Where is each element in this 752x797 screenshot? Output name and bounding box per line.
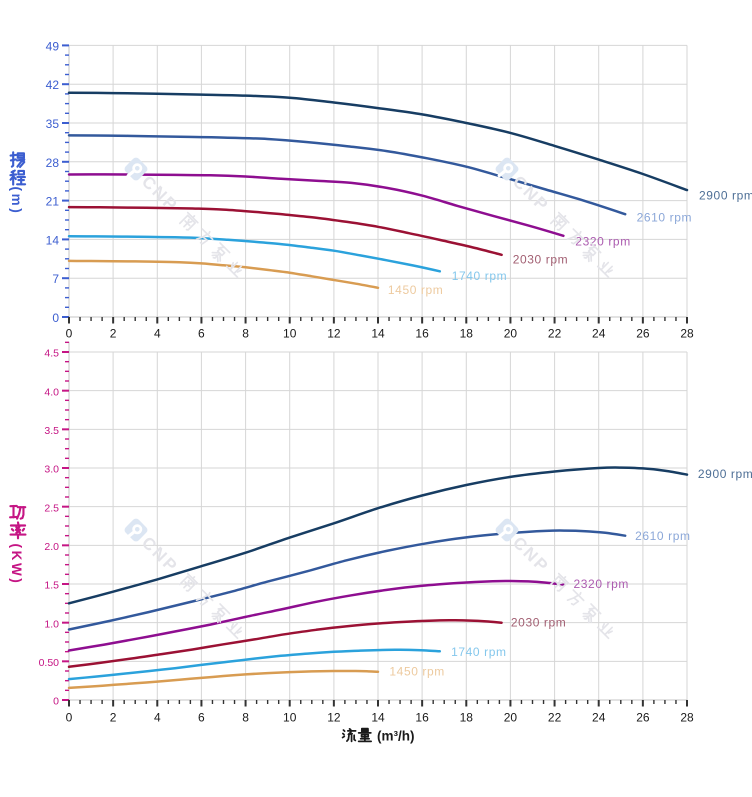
svg-text:1450 rpm: 1450 rpm [388,283,444,297]
svg-text:22: 22 [548,711,562,725]
svg-text:14: 14 [371,711,385,725]
svg-text:10: 10 [283,327,297,341]
svg-text:4.0: 4.0 [44,386,59,398]
svg-text:12: 12 [327,327,341,341]
svg-text:28: 28 [46,156,60,170]
svg-text:24: 24 [592,711,606,725]
svg-text:2610 rpm: 2610 rpm [637,211,693,225]
svg-text:35: 35 [46,117,60,131]
svg-text:20: 20 [504,327,518,341]
svg-text:4.5: 4.5 [44,348,59,360]
svg-text:0: 0 [52,311,59,325]
svg-text:0: 0 [53,696,59,708]
svg-text:28: 28 [680,327,694,341]
svg-text:26: 26 [636,327,650,341]
svg-text:1450 rpm: 1450 rpm [389,664,445,678]
svg-text:16: 16 [415,327,429,341]
svg-text:16: 16 [415,711,429,725]
svg-text:22: 22 [548,327,562,341]
svg-text:24: 24 [592,327,606,341]
svg-text:2900 rpm: 2900 rpm [699,189,752,203]
svg-text:(m): (m) [9,187,24,216]
svg-text:10: 10 [283,711,297,725]
svg-text:3.0: 3.0 [44,464,59,476]
svg-text:2: 2 [110,711,117,725]
svg-text:1.5: 1.5 [44,580,59,592]
svg-text:2320 rpm: 2320 rpm [574,577,630,591]
svg-text:14: 14 [371,327,385,341]
svg-text:2.5: 2.5 [44,502,59,514]
svg-text:2610 rpm: 2610 rpm [635,529,691,543]
svg-text:2900 rpm: 2900 rpm [698,467,752,481]
svg-text:1740 rpm: 1740 rpm [452,269,508,283]
svg-text:6: 6 [198,327,205,341]
svg-text:28: 28 [680,711,694,725]
svg-text:8: 8 [242,327,249,341]
svg-text:7: 7 [52,272,59,286]
svg-text:20: 20 [504,711,518,725]
svg-text:4: 4 [154,711,161,725]
svg-text:26: 26 [636,711,650,725]
svg-text:8: 8 [242,711,249,725]
svg-text:1740 rpm: 1740 rpm [451,645,507,659]
svg-text:6: 6 [198,711,205,725]
svg-text:4: 4 [154,327,161,341]
svg-text:2030 rpm: 2030 rpm [513,252,569,266]
svg-text:3.5: 3.5 [44,425,59,437]
svg-text:0: 0 [66,327,73,341]
svg-text:14: 14 [46,233,60,247]
svg-text:2: 2 [110,327,117,341]
svg-text:49: 49 [46,39,60,53]
svg-text:18: 18 [460,327,474,341]
svg-text:12: 12 [327,711,341,725]
svg-text:(m³/h): (m³/h) [377,729,415,744]
svg-text:(KW): (KW) [9,544,24,586]
svg-text:0: 0 [66,711,73,725]
svg-text:18: 18 [460,711,474,725]
svg-text:42: 42 [46,78,60,92]
svg-text:2030 rpm: 2030 rpm [511,616,567,630]
svg-text:1.0: 1.0 [44,618,59,630]
svg-text:2.0: 2.0 [44,541,59,553]
svg-text:2320 rpm: 2320 rpm [575,235,631,249]
svg-text:0.50: 0.50 [39,657,60,669]
svg-text:21: 21 [46,195,60,209]
